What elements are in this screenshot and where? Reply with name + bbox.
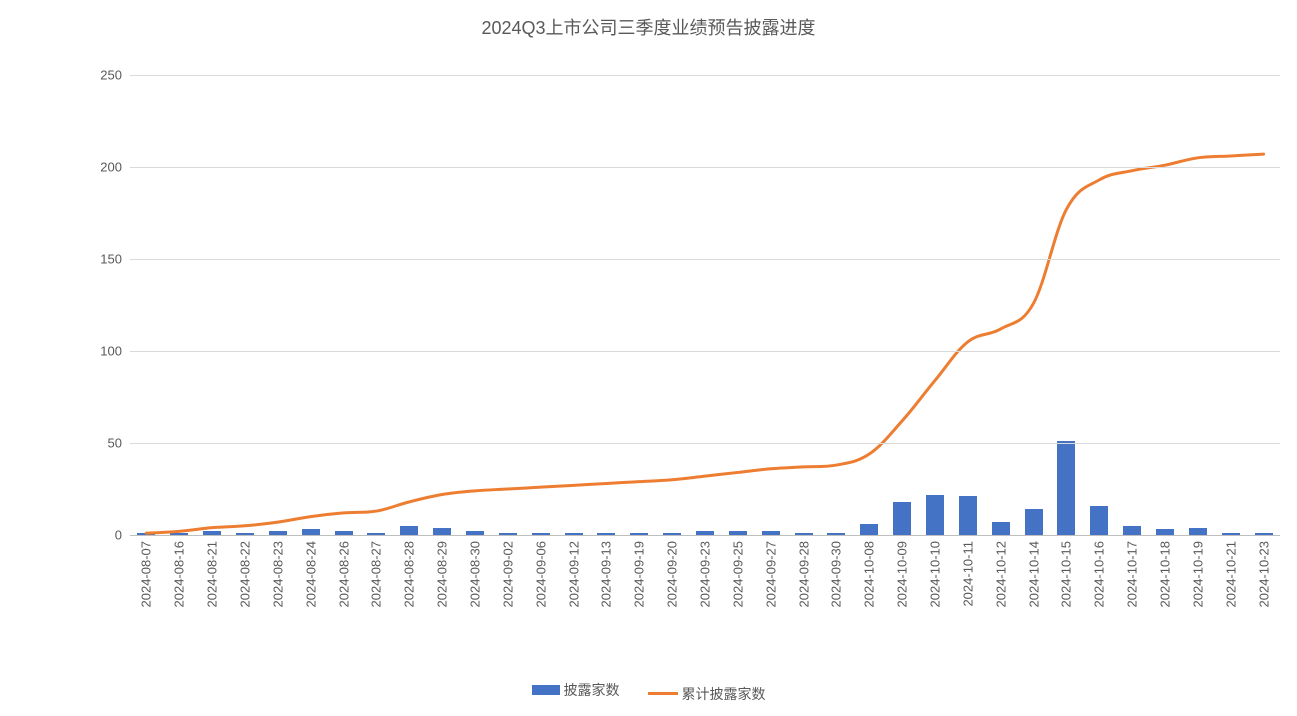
x-tick-label: 2024-08-23 [270, 541, 285, 608]
x-tick-label: 2024-10-12 [993, 541, 1008, 608]
chart-container: 2024Q3上市公司三季度业绩预告披露进度 2024-08-072024-08-… [0, 0, 1297, 716]
y-tick-label: 50 [108, 436, 122, 451]
x-tick-label: 2024-09-19 [632, 541, 647, 608]
x-tick-label: 2024-10-11 [960, 541, 975, 607]
x-tick-label: 2024-08-27 [369, 541, 384, 608]
plot-area: 2024-08-072024-08-162024-08-212024-08-22… [130, 75, 1280, 535]
x-tick-label: 2024-09-25 [730, 541, 745, 608]
x-tick-label: 2024-10-15 [1059, 541, 1074, 608]
x-tick-label: 2024-08-07 [139, 541, 154, 608]
x-tick-label: 2024-09-30 [829, 541, 844, 608]
x-tick-label: 2024-09-27 [763, 541, 778, 608]
x-tick-label: 2024-08-22 [238, 541, 253, 608]
x-tick-label: 2024-10-17 [1125, 541, 1140, 608]
legend-label: 披露家数 [564, 680, 620, 700]
x-tick-label: 2024-10-23 [1256, 541, 1271, 608]
x-tick-label: 2024-09-23 [698, 541, 713, 608]
y-tick-label: 150 [100, 252, 122, 267]
grid-line [130, 535, 1280, 536]
legend-label: 累计披露家数 [682, 684, 766, 704]
grid-line [130, 443, 1280, 444]
legend-swatch-bar [532, 685, 560, 695]
x-tick-label: 2024-08-24 [303, 541, 318, 608]
x-tick-label: 2024-10-19 [1190, 541, 1205, 608]
x-tick-label: 2024-09-20 [665, 541, 680, 608]
x-tick-label: 2024-09-13 [599, 541, 614, 608]
x-tick-label: 2024-08-30 [468, 541, 483, 608]
x-tick-label: 2024-10-21 [1223, 541, 1238, 608]
x-tick-label: 2024-08-21 [205, 541, 220, 608]
x-tick-label: 2024-10-08 [862, 541, 877, 608]
x-tick-label: 2024-08-28 [402, 541, 417, 608]
y-tick-label: 200 [100, 160, 122, 175]
x-tick-label: 2024-09-02 [500, 541, 515, 608]
grid-line [130, 351, 1280, 352]
grid-line [130, 259, 1280, 260]
x-tick-label: 2024-10-18 [1158, 541, 1173, 608]
y-tick-label: 250 [100, 68, 122, 83]
x-tick-label: 2024-09-06 [533, 541, 548, 608]
x-labels-layer: 2024-08-072024-08-162024-08-212024-08-22… [130, 75, 1280, 535]
x-tick-label: 2024-08-29 [435, 541, 450, 608]
x-tick-label: 2024-09-12 [566, 541, 581, 608]
grid-line [130, 167, 1280, 168]
x-tick-label: 2024-10-16 [1092, 541, 1107, 608]
grid-line [130, 75, 1280, 76]
x-tick-label: 2024-08-26 [336, 541, 351, 608]
x-tick-label: 2024-10-10 [928, 541, 943, 608]
x-tick-label: 2024-09-28 [796, 541, 811, 608]
legend: 披露家数 累计披露家数 [0, 680, 1297, 704]
y-tick-label: 0 [115, 528, 122, 543]
chart-title: 2024Q3上市公司三季度业绩预告披露进度 [0, 14, 1297, 40]
x-tick-label: 2024-08-16 [172, 541, 187, 608]
x-tick-label: 2024-10-09 [895, 541, 910, 608]
y-tick-label: 100 [100, 344, 122, 359]
x-tick-label: 2024-10-14 [1026, 541, 1041, 608]
legend-item: 累计披露家数 [648, 684, 766, 704]
legend-swatch-line [648, 692, 678, 695]
legend-item: 披露家数 [532, 680, 620, 700]
